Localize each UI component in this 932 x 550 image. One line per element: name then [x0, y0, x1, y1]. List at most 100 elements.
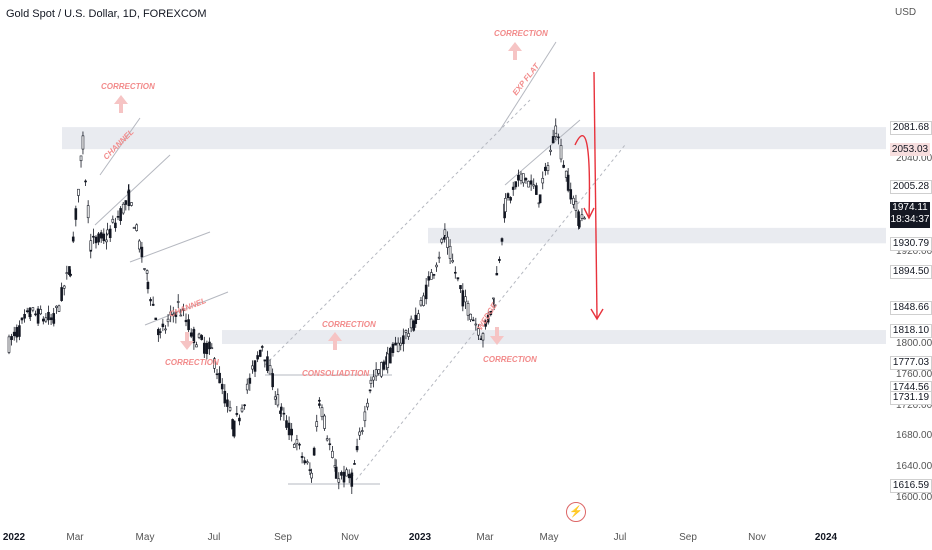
candle-body — [437, 256, 441, 259]
candle-body — [36, 308, 40, 324]
candle-body — [119, 208, 122, 222]
candle-body — [566, 174, 570, 191]
candle-body — [166, 318, 170, 323]
candle-body — [282, 412, 286, 415]
candle-body — [495, 273, 499, 276]
candle-body — [347, 473, 351, 479]
correction-arrow-2 — [180, 332, 194, 350]
candle-body — [171, 313, 175, 316]
candle-body — [135, 224, 138, 231]
price-tag: 2005.28 — [890, 179, 932, 194]
candle-body — [111, 218, 115, 223]
candle-body — [200, 335, 203, 340]
candle-body — [315, 421, 319, 427]
candle-body — [559, 145, 563, 160]
candle-body — [514, 181, 518, 188]
candle-body — [350, 472, 354, 477]
candle-body — [271, 373, 274, 388]
candle-body — [258, 349, 262, 357]
candle-body — [328, 443, 332, 446]
candle-body — [174, 311, 178, 317]
candle-body — [62, 285, 66, 289]
time-tick: Mar — [476, 532, 494, 543]
candle-body — [312, 447, 316, 456]
candle-body — [127, 189, 131, 207]
candle-body — [334, 466, 338, 479]
candle-body — [146, 281, 150, 290]
lightning-icon[interactable]: ⚡ — [566, 502, 586, 522]
small-arrow-head — [583, 207, 595, 220]
candle-body — [409, 318, 413, 329]
candle-body — [554, 132, 558, 138]
channel-2-lower — [144, 291, 229, 326]
candle-body — [535, 185, 538, 195]
candle-body — [106, 229, 109, 235]
candle-body — [492, 304, 496, 306]
price-tick: 1600.00 — [896, 492, 932, 503]
time-tick: Nov — [748, 532, 766, 543]
candle-body — [402, 335, 405, 345]
candle-body — [464, 296, 467, 303]
candle-body — [372, 376, 375, 381]
zone-2 — [222, 330, 886, 344]
chart-title: Gold Spot / U.S. Dollar, 1D, FOREXCOM — [6, 8, 207, 20]
candle-body — [184, 319, 188, 323]
candle-body — [145, 270, 149, 274]
candle-body — [223, 390, 227, 404]
candle-body — [549, 149, 552, 152]
candle-body — [285, 420, 288, 428]
candle-body — [394, 342, 397, 346]
candle-body — [179, 314, 183, 317]
candle-body — [511, 186, 515, 190]
candle-body — [238, 417, 241, 422]
zone-1 — [428, 227, 886, 244]
candle-body — [205, 342, 209, 355]
price-tag: 1731.19 — [890, 390, 932, 405]
candle-body — [422, 295, 425, 306]
candle-body — [498, 258, 501, 261]
candle-body — [368, 389, 372, 392]
candle-body — [74, 208, 78, 220]
candle-body — [213, 358, 216, 369]
candle-body — [202, 342, 206, 354]
price-tag: 1894.50 — [890, 265, 932, 280]
candle-body — [208, 341, 211, 350]
correction-arrow-3 — [328, 332, 342, 350]
candle-body — [243, 404, 246, 407]
candle-body — [506, 193, 510, 198]
candle-body — [489, 311, 493, 315]
candle-body — [60, 287, 63, 301]
candle-body — [340, 472, 343, 476]
candle-body — [456, 277, 460, 280]
candle-body — [407, 333, 410, 337]
candle-body — [345, 469, 348, 477]
candle-body — [39, 309, 42, 315]
candle-body — [419, 300, 423, 306]
candle-body — [524, 178, 528, 181]
price-tick: 1640.00 — [896, 461, 932, 473]
candle-body — [164, 328, 167, 331]
target-arrow-head — [590, 308, 604, 321]
time-tick: May — [539, 532, 559, 543]
candle-body — [504, 198, 507, 213]
annotation-correction-top: CORRECTION — [494, 29, 548, 38]
candle-body — [7, 336, 11, 353]
candle-body — [220, 383, 224, 390]
annotation-consolidation: CONSOLIADTION — [302, 369, 370, 378]
candle-body — [47, 311, 50, 321]
candle-body — [412, 320, 416, 331]
time-tick: Sep — [274, 532, 292, 543]
candle-body — [187, 319, 190, 331]
candle-body — [574, 200, 578, 211]
candle-body — [124, 200, 128, 205]
candle-body — [527, 180, 530, 188]
candle-body — [195, 344, 198, 348]
candle-body — [374, 369, 378, 377]
candle-body — [300, 456, 304, 458]
candle-body — [253, 360, 257, 372]
candle-body — [461, 290, 465, 307]
candle-body — [94, 236, 98, 244]
candle-body — [31, 307, 35, 311]
